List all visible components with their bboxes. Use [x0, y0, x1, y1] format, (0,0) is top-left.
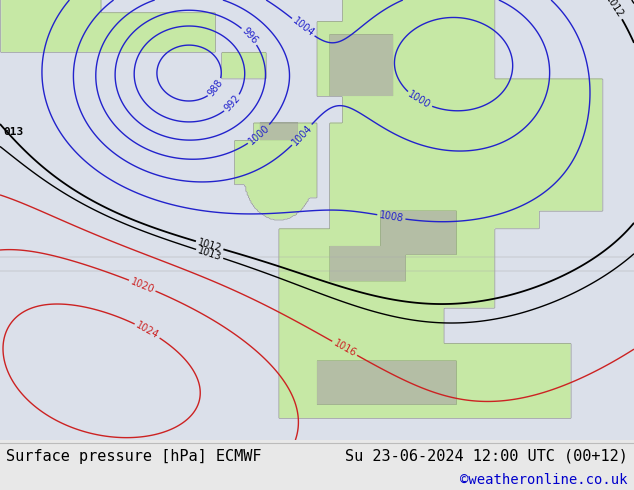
Text: Surface pressure [hPa] ECMWF: Surface pressure [hPa] ECMWF [6, 448, 262, 464]
Text: 1008: 1008 [378, 210, 404, 224]
Text: 1012: 1012 [604, 0, 625, 20]
Text: 996: 996 [240, 26, 259, 47]
Text: 1004: 1004 [290, 122, 314, 147]
Text: ©weatheronline.co.uk: ©weatheronline.co.uk [460, 473, 628, 487]
Text: 013: 013 [3, 127, 23, 137]
Text: 1000: 1000 [406, 90, 432, 111]
Text: 1000: 1000 [247, 123, 272, 147]
Text: 1016: 1016 [332, 338, 358, 359]
Text: Su 23-06-2024 12:00 UTC (00+12): Su 23-06-2024 12:00 UTC (00+12) [345, 448, 628, 464]
Text: 1012: 1012 [197, 237, 223, 254]
Text: 992: 992 [223, 93, 242, 114]
Text: 1004: 1004 [290, 16, 316, 39]
Text: 1020: 1020 [129, 276, 155, 295]
Text: 1013: 1013 [197, 245, 223, 263]
Text: 988: 988 [207, 78, 226, 98]
Text: 1024: 1024 [134, 320, 160, 341]
